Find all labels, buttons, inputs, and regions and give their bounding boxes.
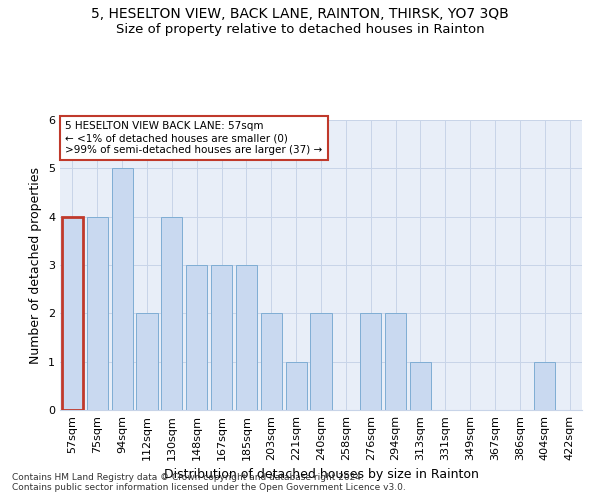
Bar [360, 314, 381, 410]
Y-axis label: Number of detached properties: Number of detached properties [29, 166, 43, 364]
Bar [112, 168, 133, 410]
Bar [211, 265, 232, 410]
Text: Contains HM Land Registry data © Crown copyright and database right 2024.: Contains HM Land Registry data © Crown c… [12, 472, 364, 482]
Bar [286, 362, 307, 410]
Bar [186, 265, 207, 410]
Text: Contains public sector information licensed under the Open Government Licence v3: Contains public sector information licen… [12, 482, 406, 492]
Text: 5, HESELTON VIEW, BACK LANE, RAINTON, THIRSK, YO7 3QB: 5, HESELTON VIEW, BACK LANE, RAINTON, TH… [91, 8, 509, 22]
Bar [136, 314, 158, 410]
Bar [161, 216, 182, 410]
X-axis label: Distribution of detached houses by size in Rainton: Distribution of detached houses by size … [164, 468, 478, 481]
Bar [534, 362, 555, 410]
Bar [261, 314, 282, 410]
Bar [236, 265, 257, 410]
Bar [62, 216, 83, 410]
Bar [87, 216, 108, 410]
Text: 5 HESELTON VIEW BACK LANE: 57sqm
← <1% of detached houses are smaller (0)
>99% o: 5 HESELTON VIEW BACK LANE: 57sqm ← <1% o… [65, 122, 322, 154]
Text: Size of property relative to detached houses in Rainton: Size of property relative to detached ho… [116, 22, 484, 36]
Bar [385, 314, 406, 410]
Bar [410, 362, 431, 410]
Bar [310, 314, 332, 410]
